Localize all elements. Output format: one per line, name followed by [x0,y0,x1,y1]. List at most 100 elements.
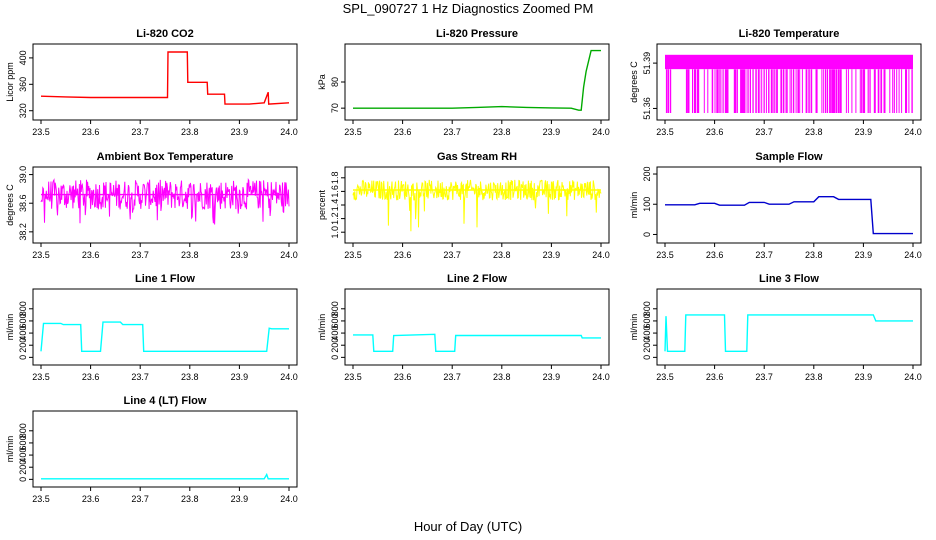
series-line [353,49,601,111]
figure-title: SPL_090727 1 Hz Diagnostics Zoomed PM [343,1,594,16]
y-tick-label: 70 [330,103,340,113]
x-tick-label: 23.9 [231,372,249,382]
series-noise [352,179,602,232]
y-tick-label: 0 [18,477,28,482]
x-tick-label: 23.6 [82,494,100,504]
x-tick-label: 23.8 [493,250,511,260]
panel-sample-flow: Sample Flow 23.5 23.6 23.7 23.8 23.9 24.0 0 100 2… [629,151,922,260]
y-tick-label: 1.6 [330,185,340,198]
x-tick-label: 23.8 [493,372,511,382]
y-tick-label: 1.8 [330,172,340,185]
y-tick-label: 800 [642,301,652,316]
x-tick-label: 24.0 [592,372,610,382]
y-tick-label: 800 [18,423,28,438]
panel-title: Line 4 (LT) Flow [124,395,207,407]
series-line [41,472,289,480]
y-tick-label: 39.0 [18,166,28,184]
x-tick-label: 23.7 [755,250,773,260]
y-axis-label: ml/min [5,314,15,341]
series-band [665,54,913,70]
y-tick-label: 200 [330,338,340,353]
x-tick-label: 23.6 [706,127,724,137]
y-tick-label: 360 [18,77,28,92]
x-tick-label: 23.6 [82,127,100,137]
plot-frame [32,43,298,121]
series-line [664,314,913,352]
y-tick-label: 1.4 [330,199,340,212]
y-tick-label: 51.39 [642,52,652,75]
y-axis-label: ml/min [317,314,327,341]
plot-frame [344,288,610,366]
x-tick-label: 23.6 [706,372,724,382]
panel-line1-flow: Line 1 Flow 23.5 23.6 23.7 23.8 23.9 24.0 0 2004… [5,273,298,382]
y-tick-label: 600 [18,313,28,328]
x-tick-label: 23.6 [394,372,412,382]
panel-line4-flow: Line 4 (LT) Flow 23.5 23.6 23.7 23.8 23.9 24.0… [5,395,298,504]
y-tick-label: 1.2 [330,212,340,225]
x-tick-label: 23.6 [394,127,412,137]
y-axis-label: ml/min [5,436,15,463]
panel-pressure: Li-820 Pressure 23.5 23.6 23.7 23.8 23.9 24.0 7… [317,28,610,137]
figure-xlabel: Hour of Day (UTC) [414,519,522,534]
panel-title: Sample Flow [755,151,823,163]
x-tick-label: 23.9 [231,127,249,137]
panel-line2-flow: Line 2 Flow 23.5 23.6 23.7 23.8 23.9 24.0 0 2004… [317,273,610,382]
x-tick-label: 23.9 [855,372,873,382]
y-tick-label: 80 [330,77,340,87]
x-tick-label: 23.9 [231,494,249,504]
plot-frame [656,43,922,121]
x-tick-label: 23.5 [656,372,674,382]
x-tick-label: 23.9 [543,127,561,137]
y-tick-label: 200 [18,460,28,475]
x-tick-label: 23.6 [82,372,100,382]
x-tick-label: 24.0 [904,250,922,260]
y-tick-label: 400 [18,326,28,341]
x-tick-label: 23.7 [755,127,773,137]
x-tick-label: 24.0 [280,494,298,504]
y-axis-label: degrees C [5,184,15,226]
x-tick-label: 23.5 [344,372,362,382]
x-tick-label: 23.6 [82,250,100,260]
panel-title: Line 1 Flow [135,273,195,285]
plot-frame [32,288,298,366]
series-noise [40,178,290,225]
y-tick-label: 200 [18,338,28,353]
x-tick-label: 23.7 [443,250,461,260]
x-tick-label: 23.8 [181,127,199,137]
plot-frame [656,166,922,244]
y-tick-label: 320 [18,103,28,118]
y-axis-label: kPa [317,74,327,90]
x-tick-label: 24.0 [280,372,298,382]
panel-title: Line 2 Flow [447,273,507,285]
y-tick-label: 400 [18,448,28,463]
y-tick-label: 200 [642,167,652,182]
panel-title: Line 3 Flow [759,273,819,285]
chart-panels: Li-820 CO2 23.5 23.6 23.7 23.8 23.9 24.0 320 360… [5,28,922,504]
x-tick-label: 24.0 [280,127,298,137]
y-tick-label: 200 [642,338,652,353]
y-tick-label: 600 [330,313,340,328]
series-line [353,333,601,352]
y-tick-label: 800 [330,301,340,316]
y-axis-label: degrees C [629,61,639,103]
panel-title: Li-820 Temperature [739,28,840,40]
x-tick-label: 23.9 [855,250,873,260]
y-tick-label: 0 [330,355,340,360]
plot-frame [32,410,298,488]
series-spikes [665,69,913,113]
plot-frame [32,166,298,244]
x-tick-label: 24.0 [904,127,922,137]
x-tick-label: 23.8 [805,127,823,137]
x-tick-label: 23.5 [32,494,50,504]
x-tick-label: 24.0 [904,372,922,382]
x-tick-label: 24.0 [280,250,298,260]
x-tick-label: 23.5 [344,127,362,137]
y-tick-label: 0 [642,355,652,360]
x-tick-label: 23.5 [656,250,674,260]
x-tick-label: 24.0 [592,127,610,137]
x-tick-label: 23.5 [32,250,50,260]
x-tick-label: 23.9 [543,250,561,260]
series-line [665,195,913,235]
x-tick-label: 23.8 [181,250,199,260]
panel-title: Li-820 CO2 [136,28,193,40]
